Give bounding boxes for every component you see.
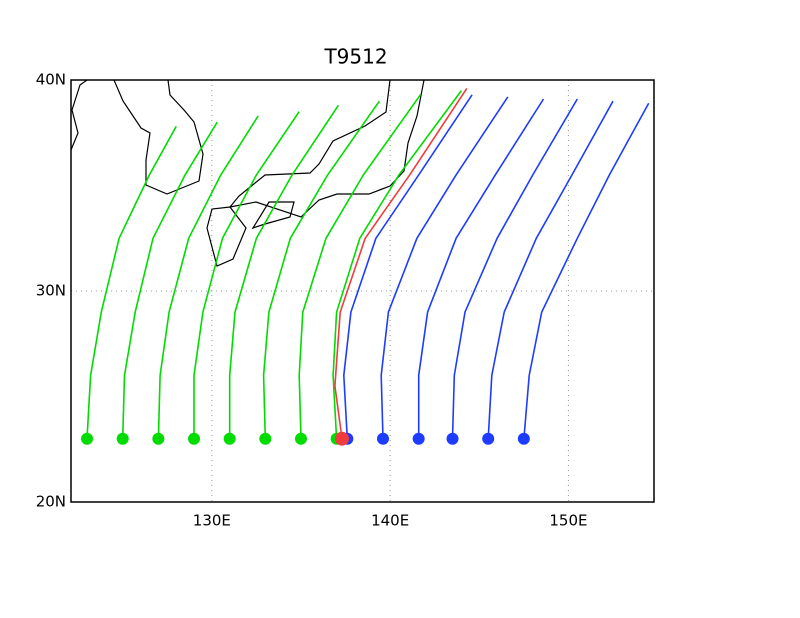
- coastline-kyushu: [206, 206, 247, 267]
- storm-track: [342, 94, 473, 439]
- y-tick-label: 30N: [36, 282, 66, 300]
- coastlines: [71, 80, 425, 267]
- track-start: [446, 432, 459, 445]
- storm-track: [451, 98, 578, 439]
- coastline-korea: [113, 80, 204, 195]
- map-title: T9512: [323, 45, 387, 69]
- track-start: [377, 432, 390, 445]
- coastline-shikoku: [251, 201, 295, 230]
- storm-track: [193, 111, 300, 439]
- track-start: [482, 432, 495, 445]
- storm-track: [228, 104, 340, 439]
- track-start: [152, 432, 165, 445]
- track-start: [334, 431, 349, 446]
- track-start: [81, 432, 94, 445]
- track-start: [116, 432, 129, 445]
- x-tick-label: 130E: [193, 512, 231, 530]
- plot-frame: [70, 79, 655, 503]
- storm-track: [86, 126, 177, 439]
- track-start: [223, 432, 236, 445]
- track-start: [412, 432, 425, 445]
- y-tick-label: 20N: [36, 493, 66, 511]
- tracks: [81, 87, 650, 446]
- storm-track: [298, 94, 422, 439]
- storm-track: [417, 98, 545, 439]
- coastline-china: [71, 80, 88, 151]
- storm-track: [121, 121, 218, 439]
- storm-track: [380, 96, 509, 439]
- track-start: [517, 432, 530, 445]
- track-start: [188, 432, 201, 445]
- storm-track: [334, 87, 468, 439]
- x-tick-label: 150E: [549, 512, 587, 530]
- y-tick-label: 40N: [36, 71, 66, 89]
- storm-track: [487, 100, 614, 439]
- storm-track: [157, 115, 259, 439]
- storm-track: [523, 102, 650, 439]
- track-start: [294, 432, 307, 445]
- x-tick-label: 140E: [371, 512, 409, 530]
- storm-track: [332, 90, 463, 439]
- storm-track: [262, 100, 381, 439]
- track-start: [259, 432, 272, 445]
- coastline-honshu: [229, 80, 425, 218]
